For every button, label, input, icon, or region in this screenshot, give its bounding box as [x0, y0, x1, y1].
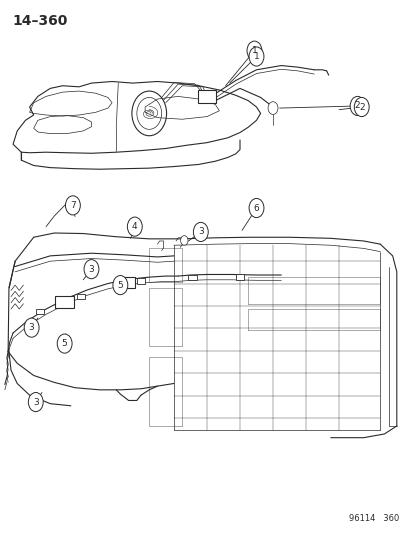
Circle shape	[354, 98, 368, 117]
FancyBboxPatch shape	[118, 277, 135, 288]
Circle shape	[247, 41, 261, 60]
Text: 96114   360: 96114 360	[348, 514, 398, 523]
Circle shape	[180, 236, 188, 245]
Text: 2: 2	[354, 101, 360, 110]
Text: 3: 3	[33, 398, 38, 407]
FancyBboxPatch shape	[235, 274, 244, 280]
Text: 14–360: 14–360	[12, 14, 67, 28]
FancyBboxPatch shape	[137, 278, 145, 284]
Text: 1: 1	[253, 52, 259, 61]
Text: 6: 6	[253, 204, 259, 213]
FancyBboxPatch shape	[77, 294, 85, 300]
Circle shape	[65, 196, 80, 215]
Circle shape	[28, 392, 43, 411]
Text: 2: 2	[358, 102, 364, 111]
Text: 3: 3	[197, 228, 203, 237]
Circle shape	[249, 47, 263, 66]
Text: 5: 5	[117, 280, 123, 289]
Circle shape	[249, 198, 263, 217]
FancyBboxPatch shape	[197, 90, 216, 103]
Circle shape	[84, 260, 99, 279]
Circle shape	[268, 102, 277, 115]
Text: 3: 3	[28, 323, 34, 332]
FancyBboxPatch shape	[55, 296, 74, 308]
Circle shape	[349, 96, 364, 116]
Circle shape	[193, 222, 208, 241]
Text: 1: 1	[251, 46, 257, 55]
Circle shape	[24, 318, 39, 337]
Circle shape	[57, 334, 72, 353]
Text: 4: 4	[132, 222, 137, 231]
Circle shape	[113, 276, 128, 295]
Text: 3: 3	[88, 265, 94, 273]
Text: 7: 7	[70, 201, 76, 210]
Circle shape	[127, 217, 142, 236]
Text: 5: 5	[62, 339, 67, 348]
FancyBboxPatch shape	[188, 275, 196, 280]
FancyBboxPatch shape	[36, 309, 44, 314]
